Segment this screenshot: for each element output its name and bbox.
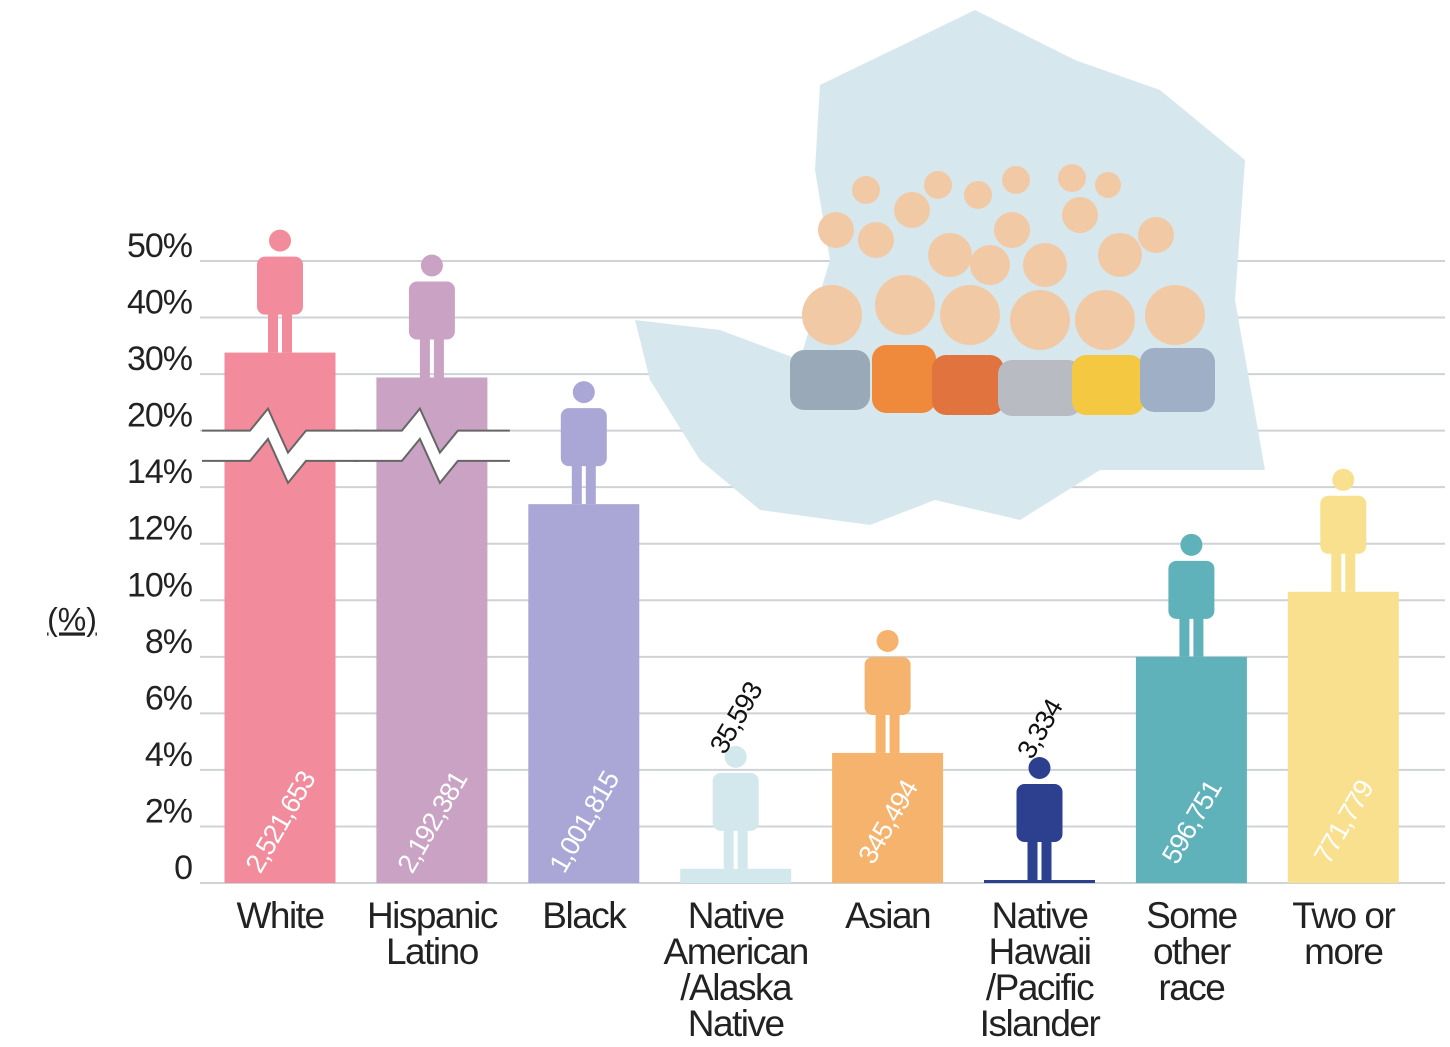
person-leg [268,308,278,353]
y-tick-label: 4% [145,736,193,774]
person-leg [1193,612,1204,657]
axis-break-line [353,406,510,455]
person-leg [1345,547,1356,592]
x-tick-label: Some other race [1146,895,1238,1008]
person-head [1028,757,1051,779]
person-icon [408,254,455,378]
y-tick-label: 8% [145,623,193,661]
bar [1287,591,1399,883]
bar [832,752,944,883]
bar-base [984,880,1095,883]
person-leg [737,824,748,869]
person-leg [433,333,444,378]
person-leg [723,824,734,869]
axis-break [353,408,510,483]
person-leg [1041,836,1052,880]
person-leg [1331,547,1342,592]
person-icon [712,745,759,869]
axis-break-line [202,437,358,485]
y-tick-label: 30% [127,340,193,378]
y-tick-label: 40% [127,284,193,322]
y-tick-label: 14% [127,453,193,491]
person-leg [571,460,582,505]
y-tick-label: 12% [127,510,193,548]
person-body [1320,495,1367,554]
person-leg [889,708,900,753]
person-icon [257,229,303,353]
person-icon [864,629,911,753]
person-leg [1027,836,1038,880]
person-head [876,629,899,652]
person-icon [1016,757,1063,880]
y-axis-label: (%) [47,601,97,637]
person-head [724,745,747,768]
x-tick-label: Hispanic Latino [366,895,498,972]
person-leg [875,708,886,753]
count-label: 3,334 [1011,694,1069,764]
bar [680,868,792,883]
person-icon [560,381,607,505]
bar [528,504,640,883]
x-tick-label: Asian [845,895,932,936]
count-label: 35,593 [704,677,768,758]
y-tick-label: 2% [145,792,193,830]
person-body [257,256,303,315]
person-head [572,381,595,404]
y-tick-label: 0 [174,849,192,887]
person-body [864,656,911,715]
x-tick-label: Black [542,895,626,936]
axis-break-line [202,406,358,455]
person-head [1180,533,1203,556]
x-tick-label: White [236,895,325,936]
y-tick-label: 10% [127,566,193,604]
x-tick-label: Two or more [1292,895,1396,972]
y-tick-label: 50% [127,227,193,265]
person-head [269,229,291,252]
person-leg [419,333,430,378]
axis-break-line [353,437,510,485]
person-leg [585,460,596,505]
bar [1135,656,1247,883]
person-body [712,772,759,831]
person-body [408,281,455,340]
person-icon [1320,468,1367,592]
person-body [560,408,607,467]
person-head [1332,468,1355,491]
map-illustration [635,10,1265,525]
person-body [1016,784,1063,842]
x-tick-label: Native Hawaii /Pacific Islander [979,895,1101,1044]
person-leg [282,308,292,353]
y-tick-label: 20% [127,397,193,435]
x-tick-label: Native American /Alaska Native [663,895,810,1044]
person-head [420,254,443,277]
person-body [1168,560,1215,619]
person-leg [1179,612,1190,657]
y-tick-label: 6% [145,679,193,717]
person-icon [1168,533,1215,657]
axis-break [202,408,358,483]
